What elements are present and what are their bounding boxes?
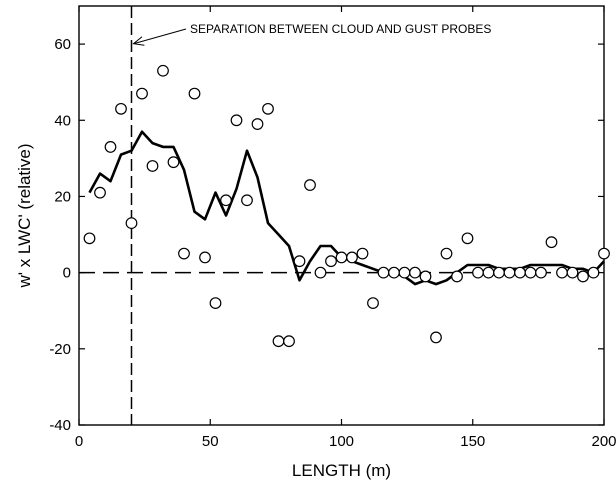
scatter-point <box>262 102 274 115</box>
scatter-point <box>157 64 169 77</box>
scatter-point <box>545 236 558 249</box>
scatter-point <box>178 247 190 260</box>
scatter-point <box>314 266 327 279</box>
y-tick-label: 20 <box>54 188 71 205</box>
scatter-point <box>251 118 264 130</box>
annotation: SEPARATION BETWEEN CLOUD AND GUST PROBES <box>132 22 491 46</box>
scatter-point <box>230 114 243 127</box>
scatter-point <box>209 297 222 310</box>
scatter-point <box>94 186 106 199</box>
scatter-point <box>241 194 253 207</box>
scatter-point <box>304 179 316 191</box>
x-tick-label: 100 <box>329 433 354 450</box>
axis-ticks: 0 50 100 150 200 -40 -20 0 20 40 60 <box>49 6 616 450</box>
scatter-point <box>514 266 526 279</box>
scatter-point <box>325 255 337 268</box>
y-tick-label: -20 <box>49 341 71 358</box>
annotation-arrow-head <box>132 36 145 46</box>
x-tick-label: 0 <box>75 433 83 450</box>
scatter-point <box>136 87 148 100</box>
scatter-point <box>335 251 348 264</box>
scatter-point <box>104 141 117 153</box>
smoothed-line-series <box>88 130 605 286</box>
smoothed-line <box>88 130 605 286</box>
scatter-point <box>493 266 505 279</box>
scatter-point <box>524 266 537 279</box>
scatter-point <box>577 270 589 283</box>
scatter-point <box>440 247 453 260</box>
scatter-point <box>283 335 295 348</box>
x-tick-label: 50 <box>202 433 219 450</box>
scatter-point <box>367 297 379 310</box>
scatter-point <box>199 251 211 264</box>
scatter-point <box>535 266 547 279</box>
y-tick-label: -40 <box>49 417 71 434</box>
y-tick-label: 0 <box>63 265 71 282</box>
y-tick-label: 60 <box>54 36 71 53</box>
scatter-point <box>125 217 138 230</box>
scatter-point <box>220 194 232 207</box>
scatter-point <box>503 266 516 279</box>
scatter-point <box>115 102 127 115</box>
annotation-text: SEPARATION BETWEEN CLOUD AND GUST PROBES <box>190 22 491 36</box>
scatter-point <box>398 266 411 279</box>
scatter-point <box>451 270 463 283</box>
x-axis-title: LENGTH (m) <box>292 461 391 480</box>
scatter-point <box>188 87 201 100</box>
x-tick-label: 200 <box>591 433 616 450</box>
scatter-point <box>377 266 390 279</box>
y-tick-label: 40 <box>54 112 71 129</box>
scatter-point <box>356 247 369 260</box>
scatter-point <box>419 270 432 283</box>
annotation-arrow-shaft <box>133 28 187 45</box>
scatter-point <box>461 232 474 245</box>
scatter-point <box>83 232 96 245</box>
scatter-point <box>388 266 400 279</box>
scatter-point <box>272 335 285 348</box>
scatter-point <box>167 156 180 169</box>
scatter-series <box>83 64 610 348</box>
scatter-point <box>482 266 495 279</box>
y-axis-title: w' x LWC' (relative) <box>15 143 34 288</box>
scatter-point <box>556 266 568 279</box>
scatter-point <box>566 266 579 279</box>
scatter-point <box>346 251 358 264</box>
scatter-point <box>409 266 421 279</box>
x-tick-label: 150 <box>460 433 485 450</box>
scatter-point <box>293 255 306 268</box>
scatter-point <box>587 266 600 279</box>
scatter-point <box>146 160 159 172</box>
scatter-point <box>430 331 442 344</box>
scatter-point <box>472 266 484 279</box>
scatter-point <box>598 247 610 260</box>
